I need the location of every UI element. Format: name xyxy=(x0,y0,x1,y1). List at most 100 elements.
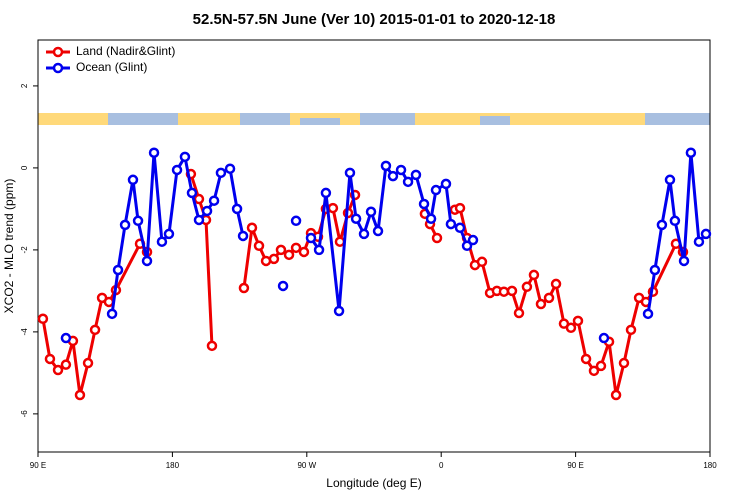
data-point xyxy=(119,219,131,231)
data-point xyxy=(618,357,630,369)
data-point xyxy=(334,236,346,247)
data-point xyxy=(358,228,370,240)
data-point xyxy=(237,230,249,242)
data-point xyxy=(664,174,676,186)
data-point xyxy=(656,219,668,231)
data-point xyxy=(163,228,175,240)
data-point xyxy=(106,308,118,320)
data-point xyxy=(37,313,49,325)
data-point xyxy=(208,195,220,206)
map-strip xyxy=(38,113,710,125)
data-point xyxy=(498,286,510,297)
data-point xyxy=(528,269,540,281)
data-point xyxy=(132,215,144,227)
data-point xyxy=(598,332,610,344)
data-point xyxy=(148,147,160,158)
data-point xyxy=(418,198,430,210)
data-point xyxy=(283,249,295,261)
data-point xyxy=(141,255,153,267)
data-point xyxy=(425,213,437,224)
data-point xyxy=(467,234,479,246)
y-tick-label: -4 xyxy=(20,328,29,336)
x-tick-label: 90 E xyxy=(567,461,583,470)
data-point xyxy=(127,174,139,186)
data-point xyxy=(513,307,525,319)
data-point xyxy=(372,225,384,237)
data-point xyxy=(275,244,287,256)
data-point xyxy=(430,184,442,196)
data-point xyxy=(268,253,280,265)
data-point xyxy=(431,232,443,244)
data-point xyxy=(224,163,236,174)
data-point xyxy=(305,232,317,244)
data-point xyxy=(60,332,72,344)
x-tick-label: 0 xyxy=(439,461,444,470)
x-tick-label: 90 E xyxy=(30,461,46,470)
plot-frame xyxy=(37,39,711,453)
x-tick-label: 180 xyxy=(166,461,180,470)
data-point xyxy=(231,203,243,215)
data-point xyxy=(678,255,690,267)
data-point xyxy=(395,164,407,176)
data-point xyxy=(445,218,457,230)
data-point xyxy=(700,228,712,240)
data-point xyxy=(387,170,399,182)
data-point xyxy=(440,178,452,190)
data-point xyxy=(320,187,332,199)
data-point xyxy=(550,278,562,290)
data-point xyxy=(327,202,339,214)
data-point xyxy=(454,222,466,234)
data-point xyxy=(365,206,377,218)
data-point xyxy=(103,296,115,308)
data-point xyxy=(380,160,392,172)
y-tick-label: 2 xyxy=(20,83,29,88)
data-point xyxy=(171,164,183,176)
data-point xyxy=(685,147,697,158)
data-point xyxy=(461,240,473,252)
data-point xyxy=(179,151,191,163)
data-point xyxy=(206,340,218,352)
y-tick-label: -2 xyxy=(20,246,29,254)
data-point xyxy=(186,187,198,199)
legend-label: Land (Nadir&Glint) xyxy=(76,44,175,58)
data-point xyxy=(156,236,168,247)
legend-marker xyxy=(52,46,64,58)
data-point xyxy=(595,360,607,372)
data-point xyxy=(313,244,325,256)
data-point xyxy=(476,256,488,268)
data-point xyxy=(277,280,289,292)
y-tick-label: 0 xyxy=(20,165,29,170)
data-point xyxy=(333,305,345,317)
data-point xyxy=(44,353,56,365)
data-point xyxy=(543,292,555,304)
legend-label: Ocean (Glint) xyxy=(76,60,147,74)
data-point xyxy=(344,167,356,179)
legend-marker xyxy=(52,62,64,74)
data-point xyxy=(693,236,705,247)
x-axis-label: Longitude (deg E) xyxy=(326,476,421,490)
x-tick-label: 90 W xyxy=(297,461,316,470)
data-point xyxy=(521,281,533,293)
data-point xyxy=(669,215,681,227)
data-point xyxy=(82,357,94,369)
data-point xyxy=(52,364,64,376)
data-point xyxy=(506,285,518,297)
data-point xyxy=(290,215,302,227)
data-point xyxy=(410,169,422,181)
data-point xyxy=(290,242,302,254)
data-point xyxy=(580,353,592,365)
data-point xyxy=(625,324,637,336)
data-point xyxy=(565,322,577,334)
data-point xyxy=(402,176,414,188)
data-point xyxy=(253,240,265,252)
x-tick-label: 180 xyxy=(703,461,717,470)
data-point xyxy=(298,246,310,258)
data-point xyxy=(201,205,213,217)
data-point xyxy=(572,315,584,327)
data-point xyxy=(535,298,547,310)
data-point xyxy=(193,214,205,226)
data-point xyxy=(610,389,622,401)
data-point xyxy=(89,324,101,336)
data-point xyxy=(193,193,205,205)
data-point xyxy=(350,213,362,224)
